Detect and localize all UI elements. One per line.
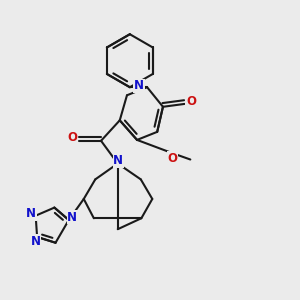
Text: N: N (30, 235, 40, 248)
Text: O: O (186, 94, 196, 107)
Text: O: O (167, 152, 177, 165)
Text: N: N (67, 211, 77, 224)
Text: N: N (26, 207, 36, 220)
Text: O: O (68, 131, 78, 144)
Text: N: N (134, 79, 144, 92)
Text: N: N (113, 154, 123, 167)
